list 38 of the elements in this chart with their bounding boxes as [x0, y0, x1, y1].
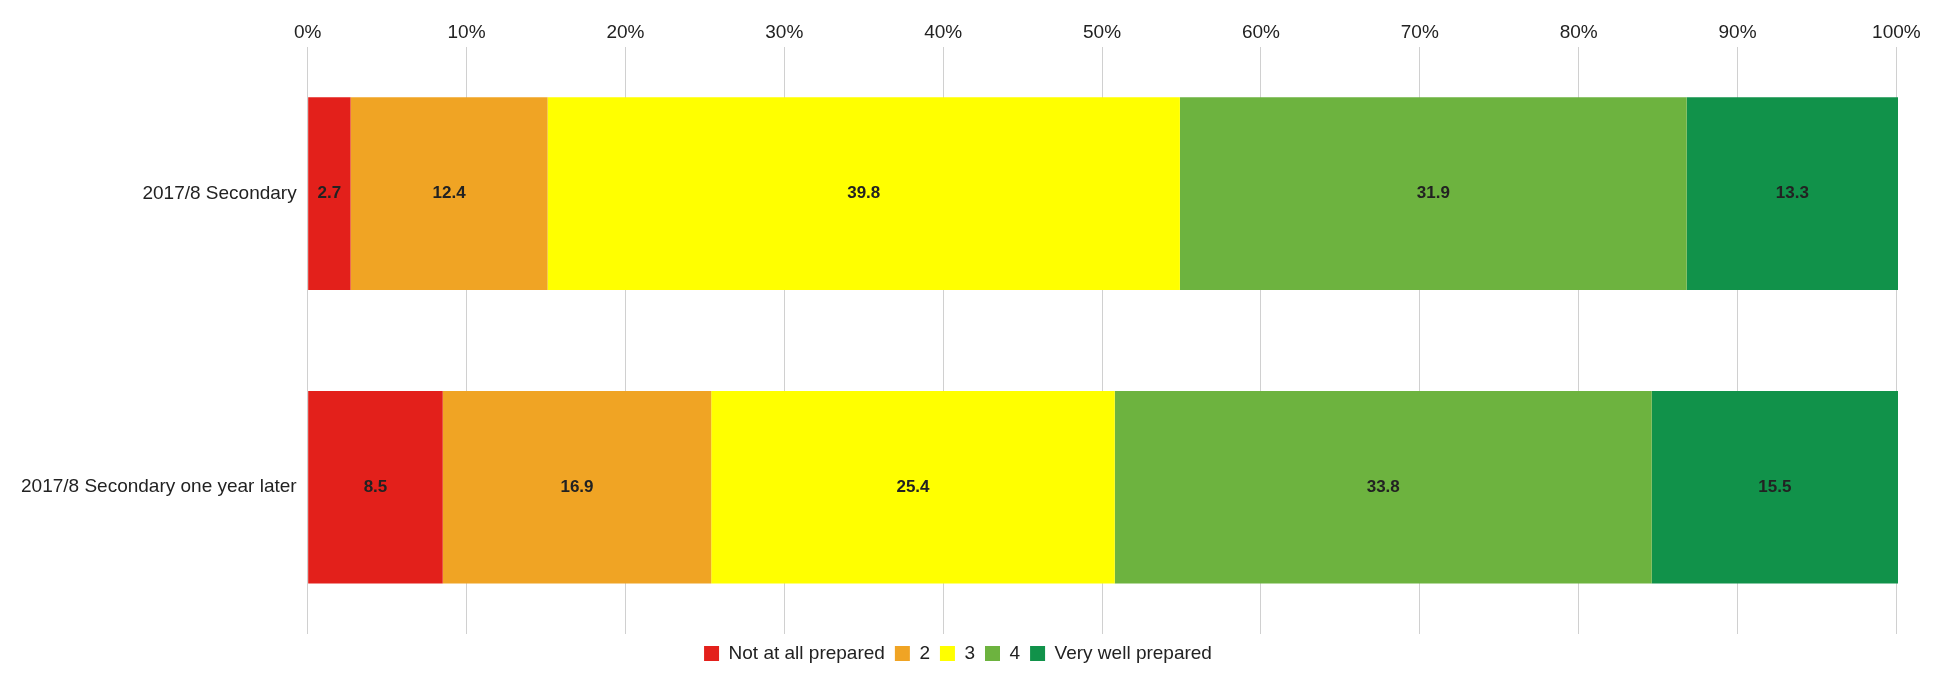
x-tick-label: 50% — [1083, 20, 1122, 42]
x-tick-label: 10% — [447, 20, 486, 42]
bar — [308, 97, 351, 290]
x-tick-label: 60% — [1241, 20, 1281, 42]
data-label: 16.9 — [560, 476, 594, 496]
x-tick-label: 20% — [606, 20, 645, 42]
x-tick-label: 40% — [924, 20, 963, 42]
bar — [308, 390, 443, 584]
x-tick-label: 70% — [1400, 20, 1439, 42]
x-tick-label: 80% — [1559, 20, 1598, 42]
legend-label: 4 — [1009, 641, 1021, 663]
data-label: 2.7 — [317, 183, 342, 203]
legend-label: 2 — [919, 641, 930, 663]
x-tick-label: 30% — [765, 20, 804, 42]
bar — [1651, 390, 1898, 584]
bar — [547, 97, 1180, 290]
bar — [711, 390, 1115, 584]
y-tick-label: 2017/8 Secondary — [142, 181, 298, 203]
bar — [1179, 97, 1687, 290]
bar — [1686, 97, 1898, 290]
legend-label: Very well prepared — [1054, 641, 1212, 663]
x-tick-label: 0% — [293, 20, 322, 42]
bar — [442, 390, 712, 584]
data-label: 13.3 — [1775, 183, 1809, 203]
data-label: 31.9 — [1416, 183, 1450, 203]
data-label: 8.5 — [363, 476, 388, 496]
y-tick-label: 2017/8 Secondary one year later — [21, 475, 298, 497]
x-tick-label: 90% — [1718, 20, 1757, 42]
x-tick-label: 100% — [1872, 20, 1921, 42]
legend-label: 3 — [964, 641, 976, 663]
bar — [350, 97, 548, 290]
data-label: 15.5 — [1758, 476, 1792, 496]
data-label: 39.8 — [847, 183, 881, 203]
legend-label: Not at all prepared — [728, 641, 885, 663]
data-label: 33.8 — [1366, 476, 1400, 496]
data-label: 12.4 — [432, 183, 467, 203]
data-label: 25.4 — [896, 476, 931, 496]
bar — [1114, 390, 1652, 584]
